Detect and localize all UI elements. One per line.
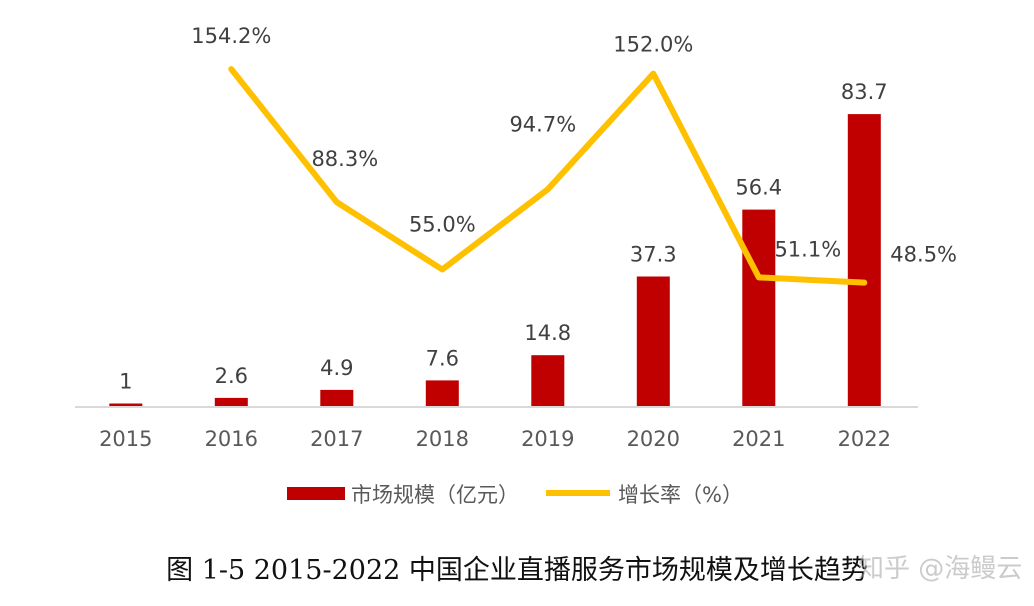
x-tick-2020: 2020 — [627, 427, 680, 451]
growth-label-2021: 51.1% — [774, 237, 841, 261]
x-tick-2022: 2022 — [838, 427, 891, 451]
bar-2019 — [531, 355, 565, 407]
growth-label-2016: 154.2% — [191, 24, 271, 48]
x-tick-2017: 2017 — [310, 427, 363, 451]
bar-value-label-2019: 14.8 — [524, 321, 571, 345]
bar-value-label-2020: 37.3 — [630, 243, 677, 267]
x-tick-2021: 2021 — [732, 427, 785, 451]
growth-label-2020: 152.0% — [613, 33, 693, 57]
watermark: 知乎 @海鳗云 — [858, 554, 1023, 584]
bar-2020 — [636, 276, 670, 407]
bar-value-label-2022: 83.7 — [841, 80, 888, 104]
legend-bar-label: 市场规模（亿元） — [351, 483, 519, 507]
bar-value-label-2021: 56.4 — [735, 176, 782, 200]
bars-layer — [109, 114, 881, 408]
x-tick-2019: 2019 — [521, 427, 574, 451]
bar-value-label-2017: 4.9 — [320, 356, 353, 380]
bar-2015 — [109, 403, 143, 407]
x-tick-2016: 2016 — [205, 427, 258, 451]
growth-label-2022: 48.5% — [890, 243, 957, 267]
x-tick-2018: 2018 — [416, 427, 469, 451]
bar-2021 — [742, 209, 776, 407]
combo-chart: 1 2.6 4.9 7.6 14.8 37.3 56.4 83.7 154.2% 88.3% 55.… — [75, 24, 957, 507]
x-tick-labels: 2015 2016 2017 2018 2019 2020 2021 2022 — [99, 427, 891, 451]
line-layer — [228, 66, 868, 286]
bar-2017 — [320, 389, 354, 408]
bar-value-label-2015: 1 — [119, 370, 132, 394]
legend-line-label: 增长率（%） — [618, 483, 743, 507]
growth-label-2017: 88.3% — [311, 147, 378, 171]
growth-label-2019: 94.7% — [509, 112, 576, 136]
growth-label-2018: 55.0% — [409, 213, 476, 237]
legend-bar-swatch — [287, 487, 345, 500]
bar-2016 — [214, 397, 248, 407]
figure-caption: 图 1-5 2015-2022 中国企业直播服务市场规模及增长趋势 — [166, 555, 868, 586]
bar-value-label-2016: 2.6 — [215, 364, 248, 388]
labels-layer: 1 2.6 4.9 7.6 14.8 37.3 56.4 83.7 154.2% 88.3% 55.… — [119, 24, 957, 393]
bar-value-label-2018: 7.6 — [426, 346, 459, 370]
bar-2018 — [425, 380, 459, 407]
x-tick-2015: 2015 — [99, 427, 152, 451]
bar-2022 — [847, 114, 881, 407]
growth-rate-line — [228, 66, 868, 286]
legend: 市场规模（亿元） 增长率（%） — [287, 483, 743, 507]
